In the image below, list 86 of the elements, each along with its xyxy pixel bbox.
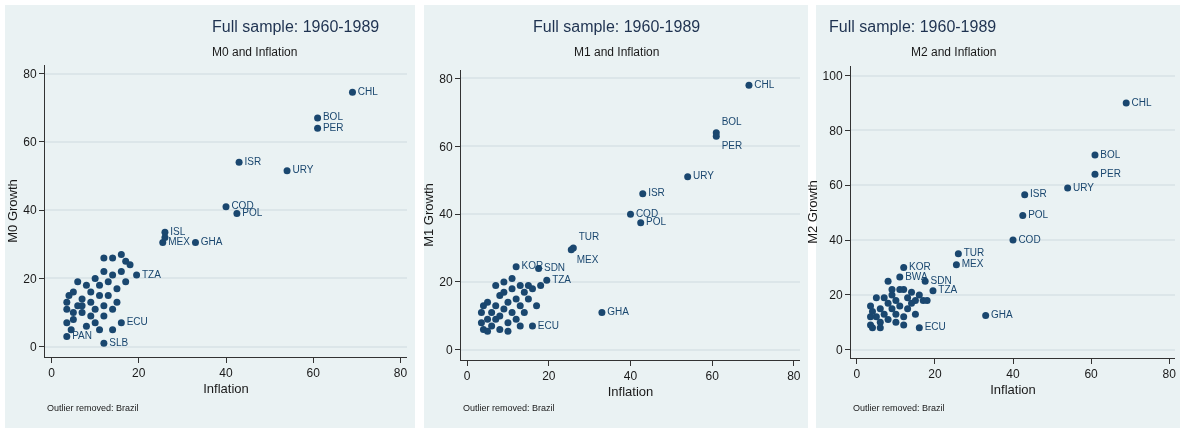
data-label: CHL <box>754 78 775 90</box>
x-tick-label: 80 <box>787 369 801 384</box>
data-label: COD <box>635 207 659 219</box>
text: Outlier removed: Brazil <box>463 403 555 413</box>
y-tick-label: 0 <box>835 342 843 357</box>
data-label: ECU <box>537 319 559 331</box>
chart-subtitle: M1 and Inflation <box>574 45 660 59</box>
x-tick-label: 80 <box>1162 367 1177 382</box>
data-label: PER <box>1100 167 1121 179</box>
y-tick-label: 0 <box>29 339 37 354</box>
y-tick-label: 40 <box>23 203 37 218</box>
y-axis-title: M1 Growth <box>421 183 437 247</box>
chart-title: Full sample: 1960-1989 <box>212 18 380 35</box>
data-label: SDN <box>543 261 566 273</box>
data-label: TUR <box>963 247 985 259</box>
data-label: ISL <box>170 225 186 237</box>
y-tick-label: 20 <box>439 275 453 290</box>
data-label: URY <box>1073 181 1095 193</box>
data-label: POL <box>1028 208 1049 220</box>
chart-title: Full sample: 1960-1989 <box>533 18 701 35</box>
data-label: PER <box>322 121 344 133</box>
x-tick-label: 20 <box>928 367 942 382</box>
y-tick-label: 60 <box>23 135 37 150</box>
x-axis-title: Inflation <box>990 382 1036 397</box>
data-label: CHL <box>1131 96 1153 108</box>
x-tick-label: 60 <box>306 366 321 381</box>
y-tick-label: 20 <box>829 288 843 303</box>
y-tick-label: 60 <box>829 178 843 193</box>
data-label: TZA <box>552 273 572 285</box>
y-tick-label: 80 <box>439 71 453 86</box>
data-label: PER <box>721 140 743 152</box>
data-label: GHA <box>607 306 630 318</box>
y-axis-title: M0 Growth <box>5 179 21 243</box>
y-tick-label: 0 <box>445 343 453 358</box>
x-tick-label: 80 <box>393 366 408 381</box>
data-label: URY <box>693 170 715 182</box>
y-tick-label: 20 <box>23 271 37 286</box>
y-tick-label: 60 <box>439 139 453 154</box>
x-axis-title: Inflation <box>203 381 249 396</box>
text: Outlier removed: Brazil <box>47 403 139 413</box>
text: Outlier removed: Brazil <box>853 403 945 413</box>
data-label: TZA <box>938 284 958 296</box>
data-label: GHA <box>200 236 223 248</box>
data-label: ISR <box>1030 188 1047 200</box>
y-axis-title: M2 Growth <box>804 180 820 244</box>
data-label: ISR <box>244 155 262 167</box>
data-label: BWA <box>905 270 928 282</box>
data-label: SDN <box>930 274 952 286</box>
data-label: POL <box>646 216 667 228</box>
data-label: MEX <box>168 236 191 248</box>
data-label: BOL <box>721 115 743 127</box>
data-label: KOR <box>909 261 931 273</box>
data-label: GHA <box>991 309 1014 320</box>
chart-title: Full sample: 1960-1989 <box>829 18 997 35</box>
chart-subtitle: M0 and Inflation <box>212 45 298 59</box>
data-label: TUR <box>578 231 600 243</box>
x-tick-label: 20 <box>132 366 146 381</box>
x-tick-label: 0 <box>853 367 861 382</box>
data-label: URY <box>292 164 314 176</box>
data-label: SLB <box>109 336 129 348</box>
data-label: TZA <box>141 268 162 280</box>
x-tick-label: 0 <box>48 366 56 381</box>
x-tick-label: 60 <box>705 369 720 384</box>
y-tick-label: 40 <box>829 233 843 248</box>
y-tick-label: 80 <box>23 66 37 81</box>
data-label: BOL <box>1100 148 1121 160</box>
y-tick-label: 40 <box>439 207 453 222</box>
x-tick-label: 20 <box>542 369 556 384</box>
data-label: CHL <box>357 85 379 97</box>
data-label: PAN <box>72 330 93 342</box>
x-tick-label: 60 <box>1084 367 1099 382</box>
chart-subtitle: M2 and Inflation <box>911 45 997 59</box>
data-label: ECU <box>924 321 946 333</box>
data-label: ISR <box>648 187 665 199</box>
x-axis-title: Inflation <box>607 384 654 399</box>
data-label: COD <box>1018 233 1041 245</box>
x-tick-label: 40 <box>1006 367 1020 382</box>
data-label: ECU <box>126 316 148 328</box>
x-tick-label: 40 <box>219 366 233 381</box>
data-label: BOL <box>322 111 344 123</box>
x-tick-label: 40 <box>623 369 638 384</box>
x-tick-label: 0 <box>463 369 471 384</box>
data-label: MEX <box>576 253 599 265</box>
y-tick-label: 80 <box>829 123 843 138</box>
y-tick-label: 100 <box>822 68 843 83</box>
data-label: MEX <box>961 258 984 270</box>
